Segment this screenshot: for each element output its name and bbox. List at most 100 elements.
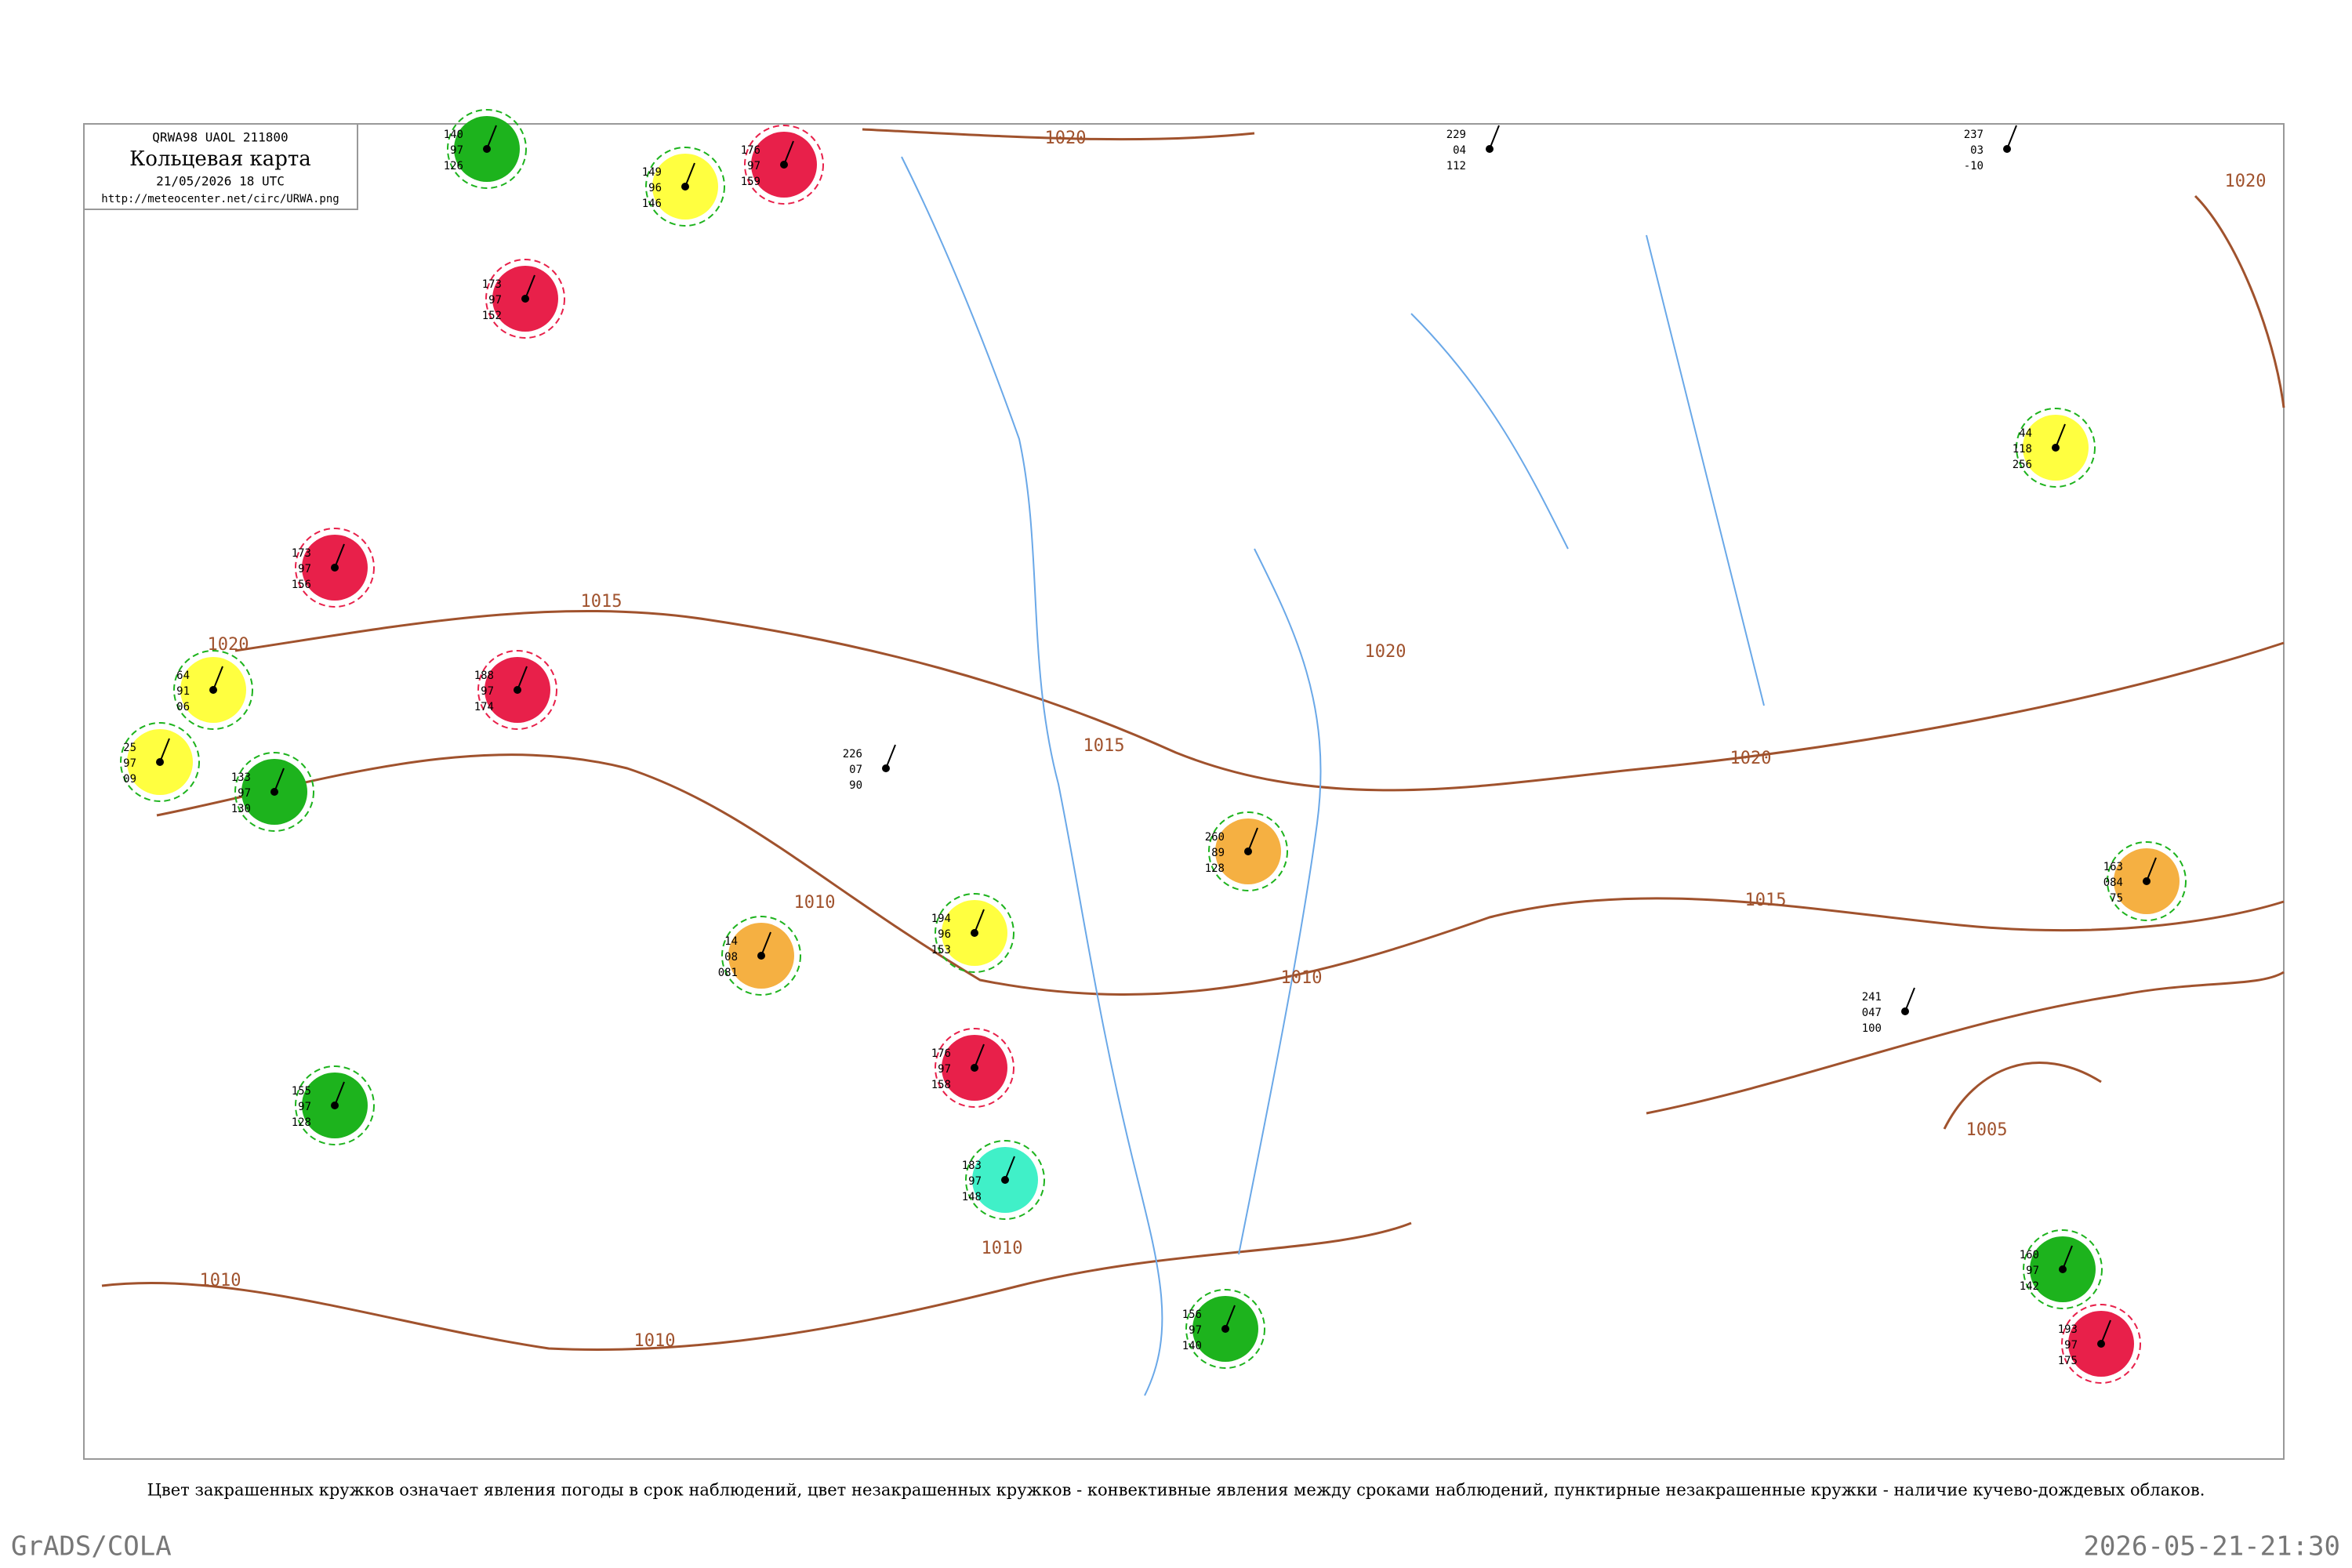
- station-value: 97: [747, 160, 760, 172]
- wind-barb: [2062, 1245, 2073, 1270]
- station-value: 04: [1453, 144, 1466, 157]
- station: 14 08 081: [718, 916, 801, 996]
- isobar-label: 1010: [200, 1271, 241, 1290]
- isobar-label: 1015: [1745, 891, 1787, 910]
- station-value: 97: [938, 1063, 951, 1076]
- cb-ring: [2016, 408, 2096, 488]
- rivers: [901, 156, 1765, 1396]
- cb-ring: [1185, 1289, 1265, 1369]
- station-value: 112: [1446, 160, 1466, 172]
- isobar-label: 1010: [794, 893, 836, 913]
- station-value: 155: [292, 1085, 311, 1098]
- cb-ring: [295, 528, 375, 608]
- wind-barb: [885, 744, 896, 769]
- station-value: 97: [968, 1175, 982, 1188]
- station-value: 081: [718, 967, 738, 979]
- cb-ring: [1208, 811, 1288, 891]
- station-value: 130: [231, 803, 251, 815]
- wind-barb: [517, 666, 528, 691]
- cb-ring: [2061, 1304, 2141, 1384]
- station-value: 96: [648, 182, 662, 194]
- header-code: QRWA98 UAOL 211800: [152, 130, 288, 145]
- station-value: 118: [2013, 443, 2032, 456]
- station: 229 04 112: [1446, 125, 1500, 172]
- station-value: 194: [931, 913, 951, 925]
- station: 44 118 256: [2013, 408, 2096, 488]
- station: 133 97 130: [231, 752, 314, 832]
- river: [1646, 234, 1765, 706]
- station-value: 193: [2058, 1323, 2078, 1336]
- isobar-label: 1015: [581, 592, 622, 612]
- station: 183 97 148: [962, 1140, 1045, 1220]
- isobar: [862, 128, 1255, 141]
- station-value: 90: [849, 779, 862, 792]
- station-value: 241: [1862, 991, 1882, 1004]
- isobar-lines: [101, 128, 2285, 1352]
- footer-left: GrADS/COLA: [11, 1531, 172, 1563]
- river: [1238, 548, 1322, 1255]
- station: 188 97 174: [474, 650, 557, 730]
- station-value: 140: [1182, 1340, 1202, 1352]
- station: 176 97 158: [931, 1028, 1014, 1108]
- cb-ring: [965, 1140, 1045, 1220]
- station-value: 75: [2110, 892, 2123, 905]
- station-value: 156: [1182, 1308, 1202, 1321]
- station-value: 163: [2103, 861, 2123, 873]
- wind-barb: [2146, 857, 2157, 882]
- isobar-label: 1010: [982, 1239, 1023, 1258]
- isobar: [1943, 1062, 2102, 1130]
- header-url: http://meteocenter.net/circ/URWA.png: [101, 193, 339, 205]
- station-value: 07: [849, 764, 862, 776]
- isobar-label: 1015: [1083, 736, 1125, 756]
- cb-ring: [935, 1028, 1014, 1108]
- isobar: [101, 1221, 1412, 1352]
- cb-ring: [295, 1065, 375, 1145]
- station-value: 97: [298, 563, 311, 575]
- cb-ring: [2023, 1229, 2103, 1309]
- station-value: 140: [444, 129, 463, 141]
- header-box: [83, 123, 358, 210]
- station-value: 159: [741, 176, 760, 188]
- station-value: 64: [176, 670, 190, 682]
- cb-ring: [120, 722, 200, 802]
- station-value: 133: [231, 771, 251, 784]
- isobar-label: 1020: [2225, 172, 2267, 191]
- cb-ring: [234, 752, 314, 832]
- station: 173 97 156: [292, 528, 375, 608]
- wind-barb: [1225, 1305, 1236, 1330]
- station-value: 03: [1970, 144, 1984, 157]
- map-frame: [83, 123, 2285, 1460]
- station: 237 03 -10: [1964, 125, 2017, 172]
- station: 173 97 152: [482, 259, 565, 339]
- station: 160 97 142: [2020, 1229, 2103, 1309]
- wind-barb: [1904, 987, 1915, 1012]
- station-value: 237: [1964, 129, 1984, 141]
- station-value: 08: [724, 951, 738, 964]
- isobar-label: 1020: [1365, 642, 1406, 662]
- station: 241 047 100: [1862, 987, 1915, 1035]
- station-value: 25: [123, 742, 136, 754]
- station: 163 084 75: [2103, 841, 2187, 921]
- station-value: 97: [123, 757, 136, 770]
- wind-barb: [2006, 125, 2017, 150]
- isobar: [234, 609, 2285, 792]
- isobar: [2194, 194, 2285, 408]
- station-value: 128: [1205, 862, 1225, 875]
- station-value: 97: [481, 685, 494, 698]
- station-value: 100: [1862, 1022, 1882, 1035]
- cb-ring: [477, 650, 557, 730]
- station-value: 96: [938, 928, 951, 941]
- station: 156 97 140: [1182, 1289, 1265, 1369]
- wind-barb: [486, 125, 497, 150]
- station-value: 175: [2058, 1355, 2078, 1367]
- isobar-label: 1020: [1045, 129, 1087, 148]
- isobar: [1646, 971, 2285, 1115]
- station-value: 260: [1205, 831, 1225, 844]
- station-value: 97: [1189, 1324, 1202, 1337]
- station-value: 148: [962, 1191, 982, 1203]
- station-value: 142: [2020, 1280, 2039, 1293]
- station: 149 96 146: [642, 147, 725, 227]
- wind-barb: [334, 1081, 345, 1106]
